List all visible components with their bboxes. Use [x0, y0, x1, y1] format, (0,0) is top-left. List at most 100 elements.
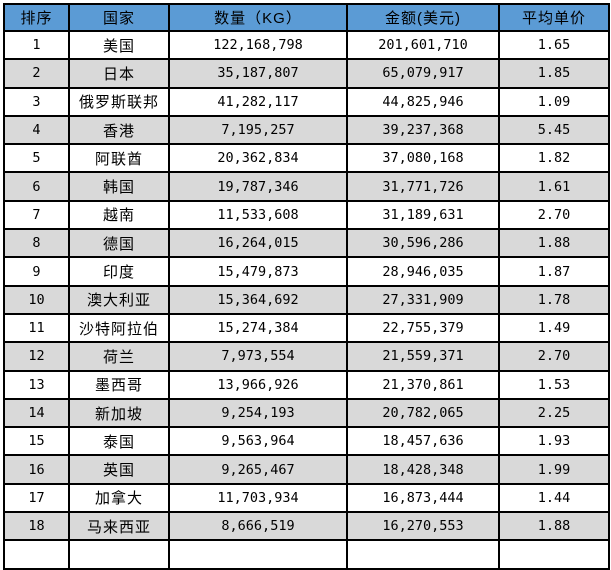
cell-empty	[68, 539, 170, 570]
table-row: 3 俄罗斯联邦 41,282,117 44,825,946 1.09	[3, 86, 610, 117]
cell-unit-price: 1.09	[498, 86, 610, 117]
cell-amount-usd: 18,457,636	[346, 426, 500, 457]
cell-amount-usd: 21,559,371	[346, 341, 500, 372]
table-row: 10 澳大利亚 15,364,692 27,331,909 1.78	[3, 284, 610, 315]
column-header-unit-price: 平均单价	[498, 3, 610, 32]
header-row: 排序 国家 数量（KG） 金额(美元) 平均单价	[3, 3, 610, 32]
table-row: 8 德国 16,264,015 30,596,286 1.88	[3, 228, 610, 259]
column-header-amount-usd: 金额(美元)	[346, 3, 500, 32]
cell-quantity-kg: 15,364,692	[168, 284, 348, 315]
cell-unit-price: 1.85	[498, 58, 610, 89]
table-row: 15 泰国 9,563,964 18,457,636 1.93	[3, 426, 610, 457]
table-row: 18 马来西亚 8,666,519 16,270,553 1.88	[3, 511, 610, 542]
cell-country: 德国	[68, 228, 170, 259]
table-row: 17 加拿大 11,703,934 16,873,444 1.44	[3, 482, 610, 514]
cell-unit-price: 1.99	[498, 454, 610, 485]
cell-unit-price: 1.61	[498, 171, 610, 202]
cell-quantity-kg: 11,533,608	[168, 199, 348, 231]
cell-amount-usd: 201,601,710	[346, 29, 500, 61]
cell-rank: 2	[3, 58, 70, 89]
cell-unit-price: 1.93	[498, 426, 610, 457]
table-row: 2 日本 35,187,807 65,079,917 1.85	[3, 58, 610, 89]
cell-country: 韩国	[68, 171, 170, 202]
cell-country: 日本	[68, 58, 170, 89]
cell-unit-price: 1.87	[498, 256, 610, 287]
cell-country: 越南	[68, 199, 170, 231]
cell-amount-usd: 21,370,861	[346, 369, 500, 400]
cell-amount-usd: 31,771,726	[346, 171, 500, 202]
cell-rank: 4	[3, 114, 70, 146]
cell-empty	[3, 539, 70, 570]
cell-country: 泰国	[68, 426, 170, 457]
cell-amount-usd: 20,782,065	[346, 397, 500, 429]
cell-unit-price: 1.88	[498, 511, 610, 542]
cell-country: 俄罗斯联邦	[68, 86, 170, 117]
cell-rank: 16	[3, 454, 70, 485]
cell-rank: 12	[3, 341, 70, 372]
cell-country: 墨西哥	[68, 369, 170, 400]
cell-quantity-kg: 16,264,015	[168, 228, 348, 259]
table-row: 5 阿联酋 20,362,834 37,080,168 1.82	[3, 143, 610, 174]
cell-quantity-kg: 15,274,384	[168, 312, 348, 344]
cell-amount-usd: 16,873,444	[346, 482, 500, 514]
cell-quantity-kg: 9,265,467	[168, 454, 348, 485]
cell-amount-usd: 22,755,379	[346, 312, 500, 344]
cell-unit-price: 1.53	[498, 369, 610, 400]
cell-rank: 11	[3, 312, 70, 344]
cell-quantity-kg: 15,479,873	[168, 256, 348, 287]
column-header-country: 国家	[68, 3, 170, 32]
cell-rank: 1	[3, 29, 70, 61]
table-row: 9 印度 15,479,873 28,946,035 1.87	[3, 256, 610, 287]
table-row: 11 沙特阿拉伯 15,274,384 22,755,379 1.49	[3, 312, 610, 344]
cell-amount-usd: 30,596,286	[346, 228, 500, 259]
table-row: 16 英国 9,265,467 18,428,348 1.99	[3, 454, 610, 485]
cell-quantity-kg: 20,362,834	[168, 143, 348, 174]
column-header-quantity-kg: 数量（KG）	[168, 3, 348, 32]
cell-unit-price: 2.70	[498, 199, 610, 231]
partial-row	[3, 539, 610, 570]
cell-amount-usd: 44,825,946	[346, 86, 500, 117]
cell-country: 阿联酋	[68, 143, 170, 174]
cell-empty	[498, 539, 610, 570]
cell-country: 印度	[68, 256, 170, 287]
cell-rank: 10	[3, 284, 70, 315]
cell-quantity-kg: 9,254,193	[168, 397, 348, 429]
cell-country: 英国	[68, 454, 170, 485]
cell-rank: 6	[3, 171, 70, 202]
table-row: 13 墨西哥 13,966,926 21,370,861 1.53	[3, 369, 610, 400]
cell-quantity-kg: 8,666,519	[168, 511, 348, 542]
cell-quantity-kg: 7,973,554	[168, 341, 348, 372]
cell-rank: 17	[3, 482, 70, 514]
cell-unit-price: 2.25	[498, 397, 610, 429]
cell-country: 加拿大	[68, 482, 170, 514]
cell-quantity-kg: 9,563,964	[168, 426, 348, 457]
cell-rank: 15	[3, 426, 70, 457]
cell-unit-price: 1.78	[498, 284, 610, 315]
cell-amount-usd: 27,331,909	[346, 284, 500, 315]
cell-unit-price: 2.70	[498, 341, 610, 372]
table-row: 1 美国 122,168,798 201,601,710 1.65	[3, 29, 610, 61]
cell-amount-usd: 37,080,168	[346, 143, 500, 174]
cell-quantity-kg: 35,187,807	[168, 58, 348, 89]
trade-stats-page: 排序 国家 数量（KG） 金额(美元) 平均单价 1 美国 122,168,798 201,6…	[3, 3, 610, 570]
cell-amount-usd: 18,428,348	[346, 454, 500, 485]
cell-quantity-kg: 41,282,117	[168, 86, 348, 117]
cell-country: 香港	[68, 114, 170, 146]
table-row: 14 新加坡 9,254,193 20,782,065 2.25	[3, 397, 610, 429]
table-body: 1 美国 122,168,798 201,601,710 1.65 2 日本 35,187,8…	[3, 29, 610, 570]
cell-unit-price: 1.65	[498, 29, 610, 61]
cell-amount-usd: 39,237,368	[346, 114, 500, 146]
cell-country: 新加坡	[68, 397, 170, 429]
cell-quantity-kg: 122,168,798	[168, 29, 348, 61]
cell-rank: 13	[3, 369, 70, 400]
cell-quantity-kg: 11,703,934	[168, 482, 348, 514]
cell-country: 荷兰	[68, 341, 170, 372]
table-row: 7 越南 11,533,608 31,189,631 2.70	[3, 199, 610, 231]
cell-quantity-kg: 7,195,257	[168, 114, 348, 146]
cell-amount-usd: 65,079,917	[346, 58, 500, 89]
column-header-rank: 排序	[3, 3, 70, 32]
cell-country: 美国	[68, 29, 170, 61]
cell-quantity-kg: 19,787,346	[168, 171, 348, 202]
cell-country: 沙特阿拉伯	[68, 312, 170, 344]
cell-rank: 8	[3, 228, 70, 259]
